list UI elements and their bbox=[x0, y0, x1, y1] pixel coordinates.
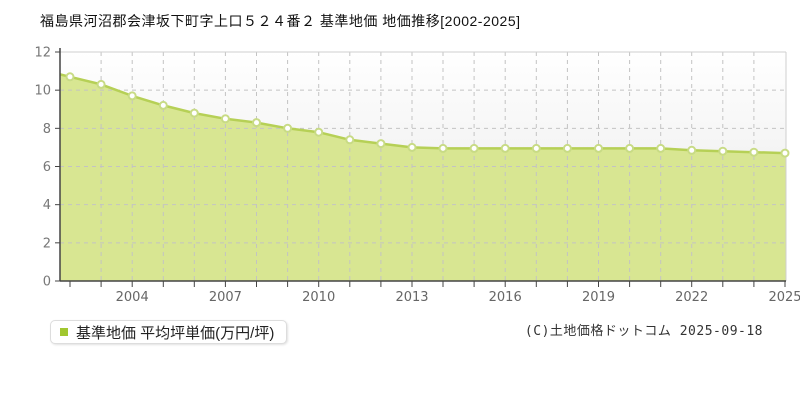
data-point bbox=[96, 79, 106, 89]
series-line bbox=[59, 73, 787, 155]
grid-lines bbox=[60, 52, 786, 281]
y-tick-label: 10 bbox=[34, 84, 51, 99]
data-point bbox=[718, 146, 728, 156]
y-tick-label: 0 bbox=[43, 275, 51, 290]
y-tick-label: 12 bbox=[34, 46, 51, 61]
axis-ticks bbox=[55, 51, 786, 287]
x-axis-labels: 2004 2007 2010 2013 2016 2019 2022 2025 bbox=[116, 290, 800, 305]
axes bbox=[59, 48, 786, 282]
x-tick-label: 2019 bbox=[582, 290, 615, 305]
data-point bbox=[749, 147, 759, 157]
y-axis-labels: 0 2 4 6 8 10 12 bbox=[34, 46, 51, 290]
data-point-markers bbox=[65, 72, 790, 158]
data-point bbox=[283, 123, 293, 133]
data-point bbox=[252, 118, 261, 128]
data-point bbox=[376, 139, 386, 149]
data-point bbox=[625, 143, 635, 153]
data-point bbox=[438, 143, 448, 153]
price-trend-chart: 0 2 4 6 8 10 12 2004 2007 2010 2013 2016 2019 2022 202… bbox=[34, 46, 800, 306]
legend-label: 基準地価 平均坪単価(万円/坪) bbox=[76, 324, 275, 342]
x-tick-label: 2004 bbox=[116, 290, 149, 305]
y-tick-label: 2 bbox=[43, 236, 51, 251]
area-series-fill bbox=[60, 74, 786, 282]
data-point bbox=[562, 143, 572, 153]
data-point bbox=[127, 91, 137, 101]
data-point bbox=[314, 127, 324, 137]
chart-title: 福島県河沼郡会津坂下町字上口５２４番２ 基準地価 地価推移[2002-2025] bbox=[40, 13, 521, 29]
data-point bbox=[500, 143, 510, 153]
data-point bbox=[531, 143, 541, 153]
data-point bbox=[407, 142, 417, 152]
x-tick-label: 2025 bbox=[768, 290, 800, 305]
data-point bbox=[687, 145, 697, 155]
data-point bbox=[65, 72, 75, 82]
data-point bbox=[780, 148, 790, 158]
data-point bbox=[345, 135, 355, 145]
data-point bbox=[158, 100, 168, 110]
x-tick-label: 2010 bbox=[302, 290, 335, 305]
copyright-text: (C)土地価格ドットコム 2025-09-18 bbox=[524, 324, 763, 339]
x-tick-label: 2022 bbox=[675, 290, 708, 305]
data-point bbox=[220, 114, 230, 124]
data-point bbox=[189, 108, 199, 118]
y-tick-label: 6 bbox=[43, 160, 51, 175]
legend: 基準地価 平均坪単価(万円/坪) bbox=[50, 320, 288, 344]
legend-swatch-icon bbox=[60, 328, 68, 336]
plot-border bbox=[60, 51, 787, 281]
x-tick-label: 2016 bbox=[489, 290, 522, 305]
y-tick-label: 4 bbox=[43, 198, 51, 213]
data-point bbox=[469, 143, 479, 153]
x-tick-label: 2007 bbox=[209, 290, 242, 305]
y-tick-label: 8 bbox=[43, 122, 51, 137]
x-tick-label: 2013 bbox=[395, 290, 428, 305]
data-point bbox=[594, 143, 603, 153]
data-point bbox=[656, 143, 666, 153]
